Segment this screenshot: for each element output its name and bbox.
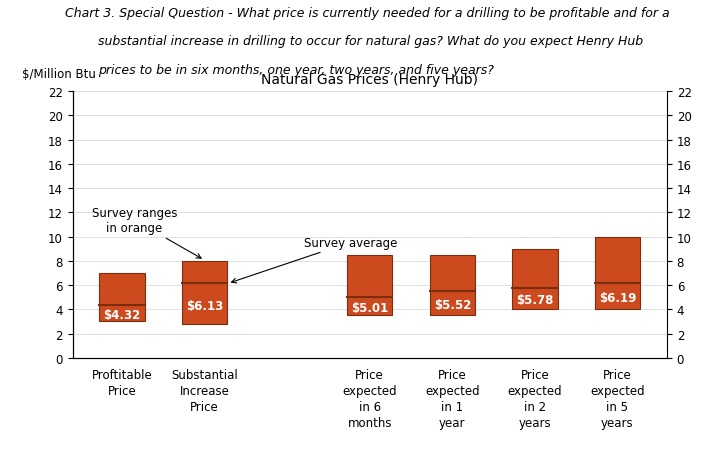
Text: $5.52: $5.52 bbox=[434, 298, 471, 311]
Text: Survey ranges
in orange: Survey ranges in orange bbox=[91, 207, 201, 258]
Text: $/Million Btu: $/Million Btu bbox=[22, 68, 96, 81]
Text: $6.13: $6.13 bbox=[186, 300, 223, 313]
Text: $5.78: $5.78 bbox=[516, 293, 554, 307]
Text: substantial increase in drilling to occur for natural gas? What do you expect He: substantial increase in drilling to occu… bbox=[98, 35, 643, 48]
Bar bbox=[182, 261, 228, 324]
Bar bbox=[99, 273, 145, 322]
Bar bbox=[430, 255, 475, 316]
Bar bbox=[347, 255, 392, 316]
Text: $5.01: $5.01 bbox=[351, 301, 389, 314]
Text: Survey average: Survey average bbox=[231, 236, 397, 283]
Text: prices to be in six months, one year, two years, and five years?: prices to be in six months, one year, tw… bbox=[98, 64, 494, 77]
Bar bbox=[594, 237, 640, 310]
Bar bbox=[512, 249, 558, 310]
Text: Chart 3. Special Question - What price is currently needed for a drilling to be : Chart 3. Special Question - What price i… bbox=[65, 7, 670, 20]
Text: $6.19: $6.19 bbox=[599, 291, 636, 304]
Text: $4.32: $4.32 bbox=[104, 308, 141, 321]
Title: Natural Gas Prices (Henry Hub): Natural Gas Prices (Henry Hub) bbox=[261, 73, 478, 86]
